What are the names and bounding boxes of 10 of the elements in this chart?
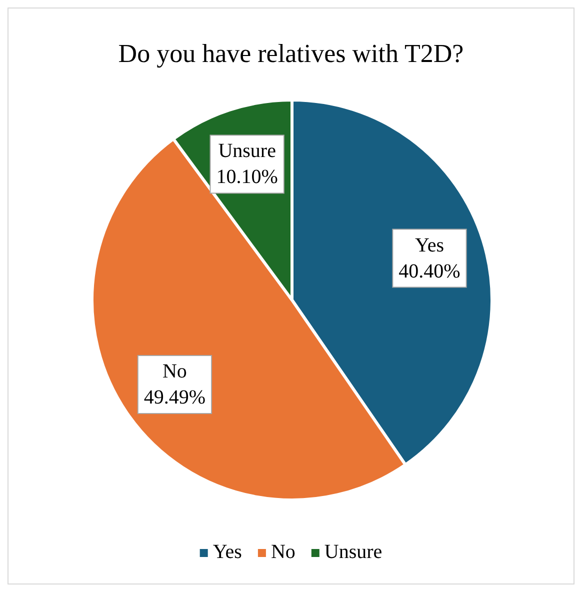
slice-label: No xyxy=(162,360,187,383)
legend-label: Unsure xyxy=(324,541,382,563)
legend-label: Yes xyxy=(212,541,242,563)
legend-label: No xyxy=(270,541,296,563)
data-label: 10.10% xyxy=(216,166,278,188)
slice-label: Unsure xyxy=(218,140,276,162)
data-label: 49.49% xyxy=(144,386,206,409)
chart-title: Do you have relatives with T2D? xyxy=(118,39,464,68)
data-label: 40.40% xyxy=(398,260,460,282)
slice-label: Yes xyxy=(414,234,444,256)
